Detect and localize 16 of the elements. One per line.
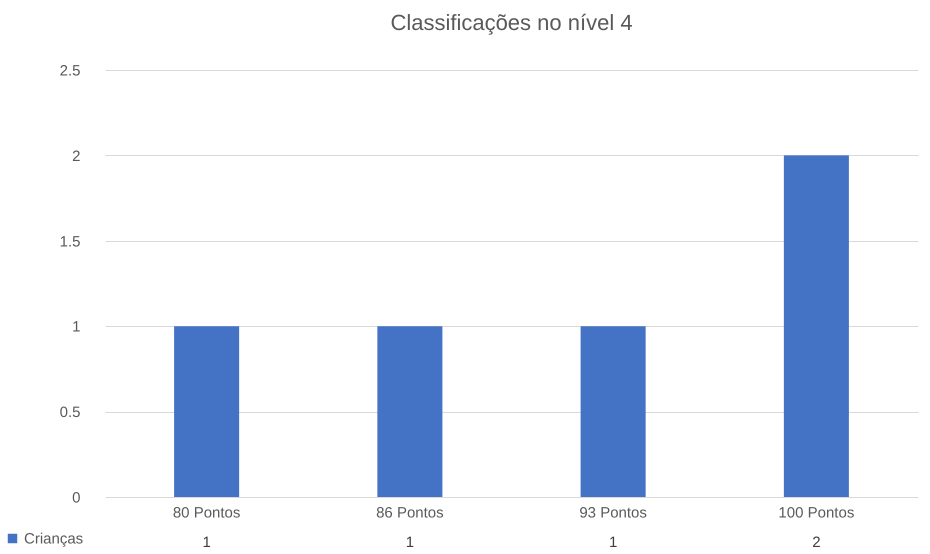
data-label: 1 [406, 534, 414, 551]
data-label: 2 [812, 534, 821, 551]
x-tick-label: 100 Pontos [778, 504, 854, 522]
x-tick-label: 80 Pontos [172, 504, 240, 522]
y-tick-label: 0 [72, 490, 80, 506]
data-label: 1 [202, 534, 211, 551]
x-tick-label: 93 Pontos [579, 504, 647, 522]
y-tick-label: 0.5 [60, 404, 80, 422]
y-tick-label: 2 [72, 148, 80, 165]
data-label: 1 [608, 534, 618, 551]
y-tick-label: 2.5 [60, 62, 80, 80]
chart-title: Classificações no nível 4 [390, 10, 633, 35]
x-tick-label: 86 Pontos [376, 504, 444, 522]
y-tick-label: 1.5 [60, 233, 80, 250]
y-tick-label: 1 [72, 318, 80, 336]
legend-label: Crianças [24, 530, 84, 548]
